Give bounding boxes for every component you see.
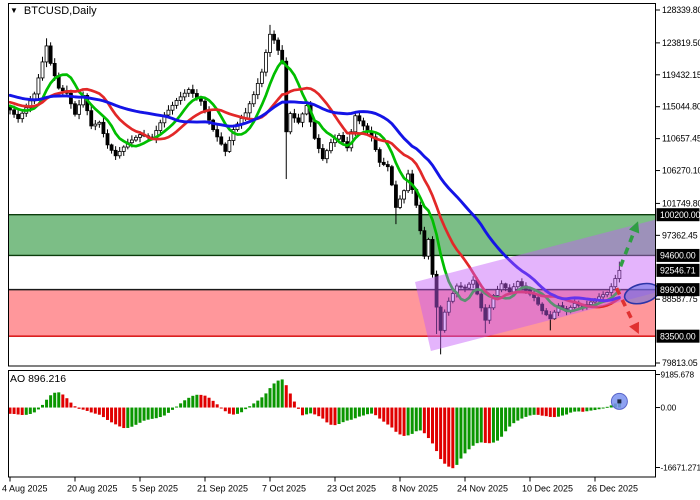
svg-text:4 Aug 2025: 4 Aug 2025 — [2, 484, 48, 494]
bullish-target-arrow[interactable] — [618, 221, 640, 267]
svg-text:21 Sep 2025: 21 Sep 2025 — [197, 484, 248, 494]
resistance-zone[interactable] — [8, 213, 656, 257]
ma-mid-line[interactable] — [9, 86, 621, 309]
svg-text:94600.00: 94600.00 — [660, 251, 696, 261]
svg-text:128339.80: 128339.80 — [662, 5, 700, 15]
rising-flag-pattern[interactable] — [415, 219, 658, 352]
svg-text:110657.45: 110657.45 — [662, 134, 700, 144]
svg-text:101749.80: 101749.80 — [662, 198, 700, 208]
svg-text:100200.00: 100200.00 — [660, 210, 700, 220]
svg-text:23 Oct 2025: 23 Oct 2025 — [327, 484, 376, 494]
symbol-text: BTCUSD,Daily — [23, 5, 97, 17]
svg-text:20 Aug 2025: 20 Aug 2025 — [67, 484, 118, 494]
svg-text:24 Nov 2025: 24 Nov 2025 — [457, 484, 508, 494]
svg-text:97362.45: 97362.45 — [662, 230, 698, 240]
ao-last-bar-marker[interactable] — [610, 392, 628, 410]
time-axis-labels: 4 Aug 2025 20 Aug 2025 5 Sep 2025 21 Sep 20… — [2, 477, 638, 494]
svg-text:5 Sep 2025: 5 Sep 2025 — [132, 484, 178, 494]
svg-text:115044.80: 115044.80 — [662, 102, 700, 112]
svg-text:89900.00: 89900.00 — [660, 285, 696, 295]
svg-text:-16671.271: -16671.271 — [661, 463, 700, 473]
svg-text:106270.10: 106270.10 — [662, 166, 700, 176]
ao-indicator-label: AO 896.216 — [10, 373, 67, 385]
ma-fast-line[interactable] — [9, 59, 621, 313]
svg-text:92546.71: 92546.71 — [660, 266, 696, 276]
svg-text:0.00: 0.00 — [661, 403, 677, 413]
bearish-target-arrow[interactable] — [614, 287, 639, 334]
price-badges: 100200.00 94600.00 92546.71 89900.00 83500.0… — [656, 208, 700, 343]
symbol-dropdown-icon: ▼ — [10, 6, 18, 15]
svg-text:7 Oct 2025: 7 Oct 2025 — [262, 484, 306, 494]
pane-frames — [8, 3, 656, 478]
price-axis-labels: 128339.80 123819.50 119432.15 115044.80 1106… — [656, 5, 700, 368]
svg-text:79813.05: 79813.05 — [662, 358, 698, 368]
svg-text:9185.678: 9185.678 — [661, 370, 695, 380]
ao-histogram — [9, 379, 621, 469]
ma-slow-line[interactable] — [9, 93, 621, 303]
svg-text:26 Dec 2025: 26 Dec 2025 — [587, 484, 638, 494]
svg-text:119432.15: 119432.15 — [662, 70, 700, 80]
svg-text:8 Nov 2025: 8 Nov 2025 — [392, 484, 438, 494]
svg-text:88587.75: 88587.75 — [662, 294, 698, 304]
ao-axis-labels: 9185.678 0.00 -16671.271 — [656, 370, 700, 473]
svg-text:83500.00: 83500.00 — [660, 331, 696, 341]
svg-text:10 Dec 2025: 10 Dec 2025 — [522, 484, 573, 494]
symbol-label[interactable]: ▼ BTCUSD,Daily — [10, 5, 97, 17]
svg-text:123819.50: 123819.50 — [662, 38, 700, 48]
